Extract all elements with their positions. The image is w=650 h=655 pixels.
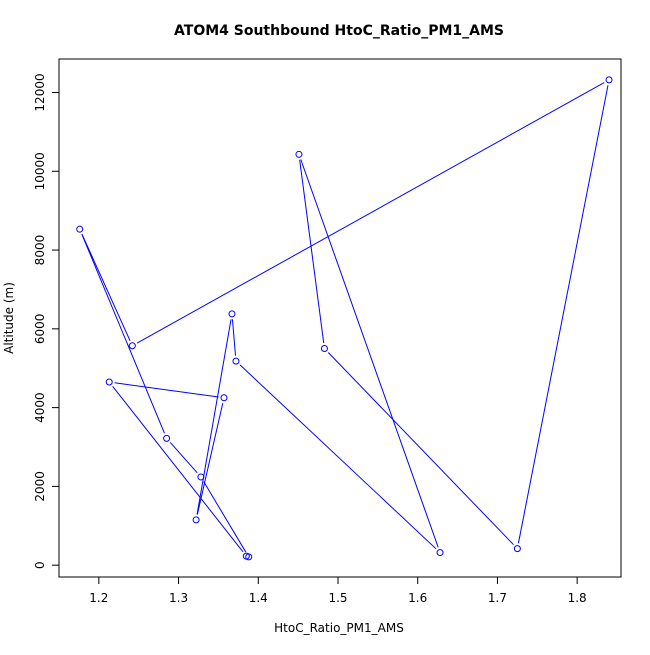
- x-axis: 1.2 1.3 1.4 1.5 1.6 1.7 1.8: [89, 576, 587, 605]
- data-point: [513, 545, 521, 553]
- data-point: [228, 310, 236, 318]
- series-line-segment: [239, 364, 437, 550]
- data-point: [605, 76, 613, 84]
- data-point: [163, 434, 171, 442]
- series-line-segment: [196, 319, 232, 515]
- y-tick-label: 10000: [33, 152, 47, 190]
- series-line-segment: [299, 159, 325, 344]
- y-tick-label: 12000: [33, 73, 47, 111]
- data-point: [232, 357, 240, 365]
- y-tick-label: 0: [33, 561, 47, 569]
- x-tick-label: 1.6: [408, 591, 427, 605]
- data-point: [436, 549, 444, 557]
- x-axis-label: HtoC_Ratio_PM1_AMS: [274, 621, 404, 635]
- data-point: [76, 225, 84, 233]
- data-point: [105, 378, 113, 386]
- data-point: [220, 394, 228, 402]
- x-tick-label: 1.5: [328, 591, 347, 605]
- series-line-segment: [300, 159, 439, 548]
- data-point: [320, 345, 328, 353]
- data-point: [192, 516, 200, 524]
- x-tick-label: 1.8: [568, 591, 587, 605]
- series-layer: [76, 76, 613, 561]
- data-point: [295, 150, 303, 158]
- x-tick-label: 1.4: [249, 591, 268, 605]
- y-tick-label: 4000: [33, 392, 47, 423]
- y-axis-label: Altitude (m): [2, 282, 16, 354]
- series-line-segment: [327, 352, 514, 546]
- series-line-segment: [81, 234, 165, 434]
- series-line-segment: [81, 233, 131, 341]
- y-axis: 0 2000 4000 6000 8000 10000 12000: [33, 73, 60, 569]
- series-line-segment: [136, 82, 605, 344]
- series-line-segment: [517, 85, 609, 544]
- series-line-segment: [169, 442, 198, 474]
- x-tick-label: 1.3: [169, 591, 188, 605]
- series-line-segment: [231, 319, 237, 356]
- y-tick-label: 6000: [33, 314, 47, 345]
- series-line-segment: [114, 382, 219, 398]
- series-line-segment: [203, 481, 247, 553]
- series-line-segment: [112, 386, 244, 553]
- x-tick-label: 1.2: [89, 591, 108, 605]
- data-point: [197, 473, 205, 481]
- y-tick-label: 2000: [33, 471, 47, 502]
- y-tick-label: 8000: [33, 235, 47, 266]
- x-tick-label: 1.7: [488, 591, 507, 605]
- data-point: [128, 342, 136, 350]
- series-line-segment: [196, 403, 224, 515]
- data-point: [245, 553, 253, 561]
- chart-title: ATOM4 Southbound HtoC_Ratio_PM1_AMS: [174, 23, 504, 39]
